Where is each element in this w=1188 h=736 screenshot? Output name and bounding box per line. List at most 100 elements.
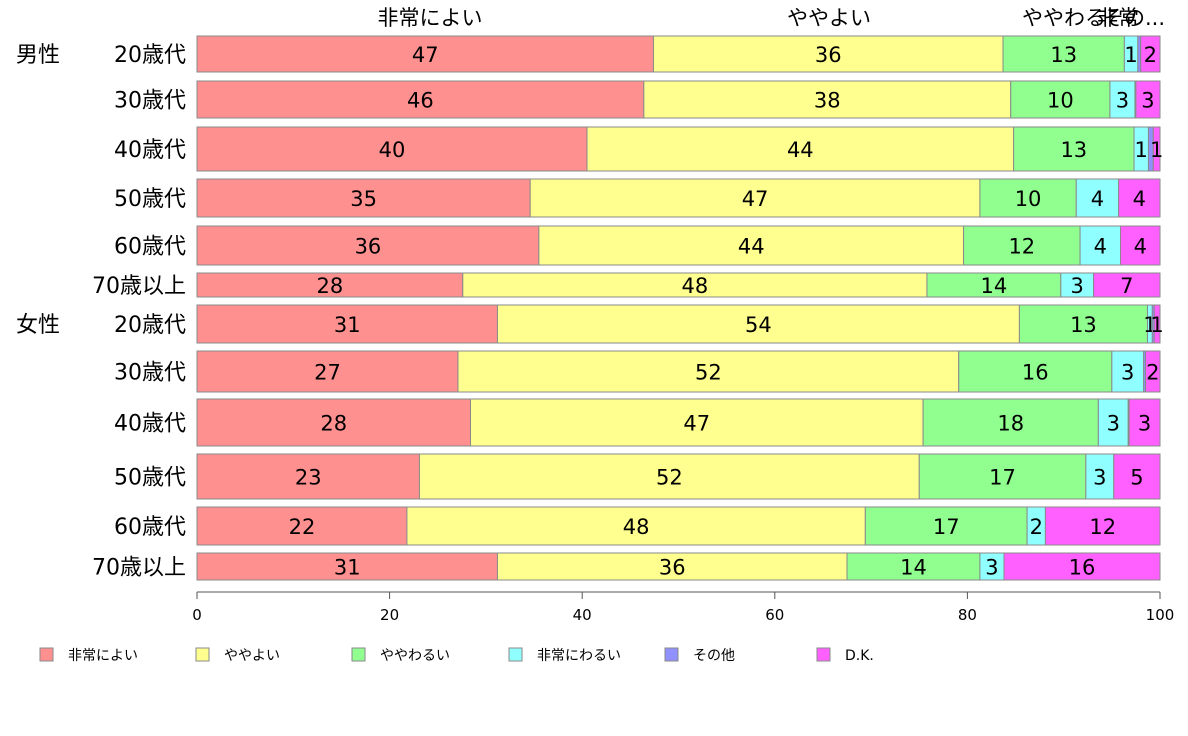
bar-segment-r3-s5 [1118, 178, 1161, 218]
data-label-r8-s1: 47 [683, 412, 710, 436]
data-label-r1-s5: 3 [1141, 89, 1154, 113]
data-label-r0-s5: 2 [1144, 43, 1157, 67]
data-label-r8-s5: 3 [1138, 412, 1151, 436]
data-label-r9-s0: 23 [295, 466, 322, 490]
age-label-9: 50歳代 [114, 466, 186, 491]
bar-segment-r3-s2 [979, 178, 1077, 218]
data-label-r7-s1: 52 [695, 361, 722, 385]
data-label-r6-s5: 1 [1150, 313, 1163, 337]
bar-segment-r4-s1 [538, 225, 965, 266]
bar-segment-r8-s3 [1097, 398, 1129, 447]
data-label-r4-s1: 44 [738, 235, 765, 259]
data-label-r5-s3: 3 [1070, 274, 1083, 298]
bar-segment-r11-s1 [496, 552, 848, 581]
bar-segment-r9-s1 [418, 453, 920, 500]
age-label-0: 20歳代 [114, 43, 186, 68]
data-label-r4-s2: 12 [1008, 235, 1035, 259]
bar-segment-r0-s0 [196, 35, 654, 73]
bar-segment-r4-s0 [196, 225, 540, 266]
data-label-r1-s0: 46 [407, 89, 434, 113]
legend-label-1: ややよい [224, 648, 280, 664]
bar-segment-r5-s3 [1060, 272, 1095, 298]
x-tick-label-1: 20 [380, 606, 399, 624]
data-label-r10-s0: 22 [289, 515, 316, 539]
data-label-r3-s3: 4 [1091, 187, 1104, 211]
bar-segment-r5-s5 [1093, 272, 1161, 298]
bar-segment-r5-s2 [926, 272, 1062, 298]
x-tick-label-4: 80 [958, 606, 977, 624]
data-label-r2-s3: 1 [1135, 138, 1148, 162]
column-header-2: ややわる [1022, 6, 1106, 30]
bar-segment-r7-s1 [457, 350, 960, 393]
bar-segment-r3-s3 [1075, 178, 1120, 218]
bar-segment-r11-s0 [196, 552, 498, 581]
bar-segment-r3-s0 [196, 178, 531, 218]
bar-segment-r0-s2 [1002, 35, 1125, 73]
legend-swatch-3 [508, 647, 523, 662]
data-label-r1-s2: 10 [1047, 89, 1074, 113]
data-label-r11-s0: 31 [334, 556, 361, 580]
data-label-r4-s3: 4 [1094, 235, 1107, 259]
bar-segment-r0-s5 [1140, 35, 1161, 73]
data-label-r5-s0: 28 [317, 274, 344, 298]
bar-segment-r1-s2 [1010, 80, 1111, 119]
data-label-r1-s3: 3 [1116, 89, 1129, 113]
data-label-r10-s2: 17 [933, 515, 960, 539]
data-label-r0-s1: 36 [815, 43, 842, 67]
age-label-3: 50歳代 [114, 187, 186, 212]
legend-label-0: 非常によい [68, 648, 138, 664]
bar-segment-r4-s2 [963, 225, 1081, 266]
group-label-6: 女性 [16, 313, 60, 338]
bars: 47 36 13 1 246 38 10 3 340 44 13 1 135 47 10 4 436 44 12 4 4… [196, 35, 1164, 581]
data-label-r0-s0: 47 [412, 43, 439, 67]
bar-segment-r1-s5 [1135, 80, 1161, 119]
bar-segment-r8-s5 [1128, 398, 1161, 447]
x-axis: 0 20 40 60 80 100 [192, 591, 1175, 624]
bar-segment-r1-s0 [196, 80, 645, 119]
bar-segment-r5-s1 [462, 272, 928, 298]
data-label-r11-s3: 3 [985, 556, 998, 580]
column-header-0: 非常によい [378, 6, 483, 30]
data-label-r6-s1: 54 [745, 313, 772, 337]
age-label-10: 60歳代 [114, 515, 186, 540]
data-label-r2-s5: 1 [1150, 138, 1163, 162]
bar-segment-r8-s0 [196, 398, 471, 447]
bar-segment-r6-s1 [496, 304, 1020, 344]
data-label-r2-s0: 40 [379, 138, 406, 162]
data-label-r8-s2: 18 [997, 412, 1024, 436]
bar-segment-r9-s0 [196, 453, 420, 500]
data-label-r4-s0: 36 [355, 235, 382, 259]
data-label-r10-s5: 12 [1089, 515, 1116, 539]
bar-segment-r11-s3 [979, 552, 1005, 581]
data-label-r8-s0: 28 [320, 412, 347, 436]
data-label-r1-s1: 38 [814, 89, 841, 113]
age-label-6: 20歳代 [114, 313, 186, 338]
bar-segment-r10-s5 [1044, 506, 1161, 546]
column-headers: 非常によい ややよい ややわる非常その... [378, 6, 1166, 30]
column-header-4: その... [1103, 6, 1165, 30]
bar-segment-r1-s1 [643, 80, 1012, 119]
data-label-r0-s2: 13 [1050, 43, 1077, 67]
bar-segment-r7-s3 [1111, 350, 1145, 393]
x-tick-label-3: 60 [765, 606, 784, 624]
bar-segment-r2-s5 [1152, 126, 1161, 172]
data-label-r11-s2: 14 [900, 556, 927, 580]
bar-segment-r11-s5 [1003, 552, 1161, 581]
bar-segment-r8-s1 [469, 398, 924, 447]
legend-swatch-4 [664, 647, 679, 662]
legend-label-5: D.K. [845, 648, 874, 664]
x-tick-label-5: 100 [1146, 606, 1175, 624]
age-label-5: 70歳以上 [92, 274, 186, 299]
bar-segment-r4-s5 [1120, 225, 1161, 266]
data-label-r10-s1: 48 [623, 515, 650, 539]
data-label-r7-s3: 3 [1121, 361, 1134, 385]
group-label-0: 男性 [16, 43, 60, 68]
age-label-11: 70歳以上 [92, 556, 186, 581]
data-label-r4-s5: 4 [1134, 235, 1147, 259]
data-label-r6-s2: 13 [1070, 313, 1097, 337]
bar-segment-r9-s3 [1085, 453, 1115, 500]
legend-swatch-2 [351, 647, 366, 662]
data-label-r2-s1: 44 [787, 138, 814, 162]
x-tick-label-0: 0 [192, 606, 202, 624]
